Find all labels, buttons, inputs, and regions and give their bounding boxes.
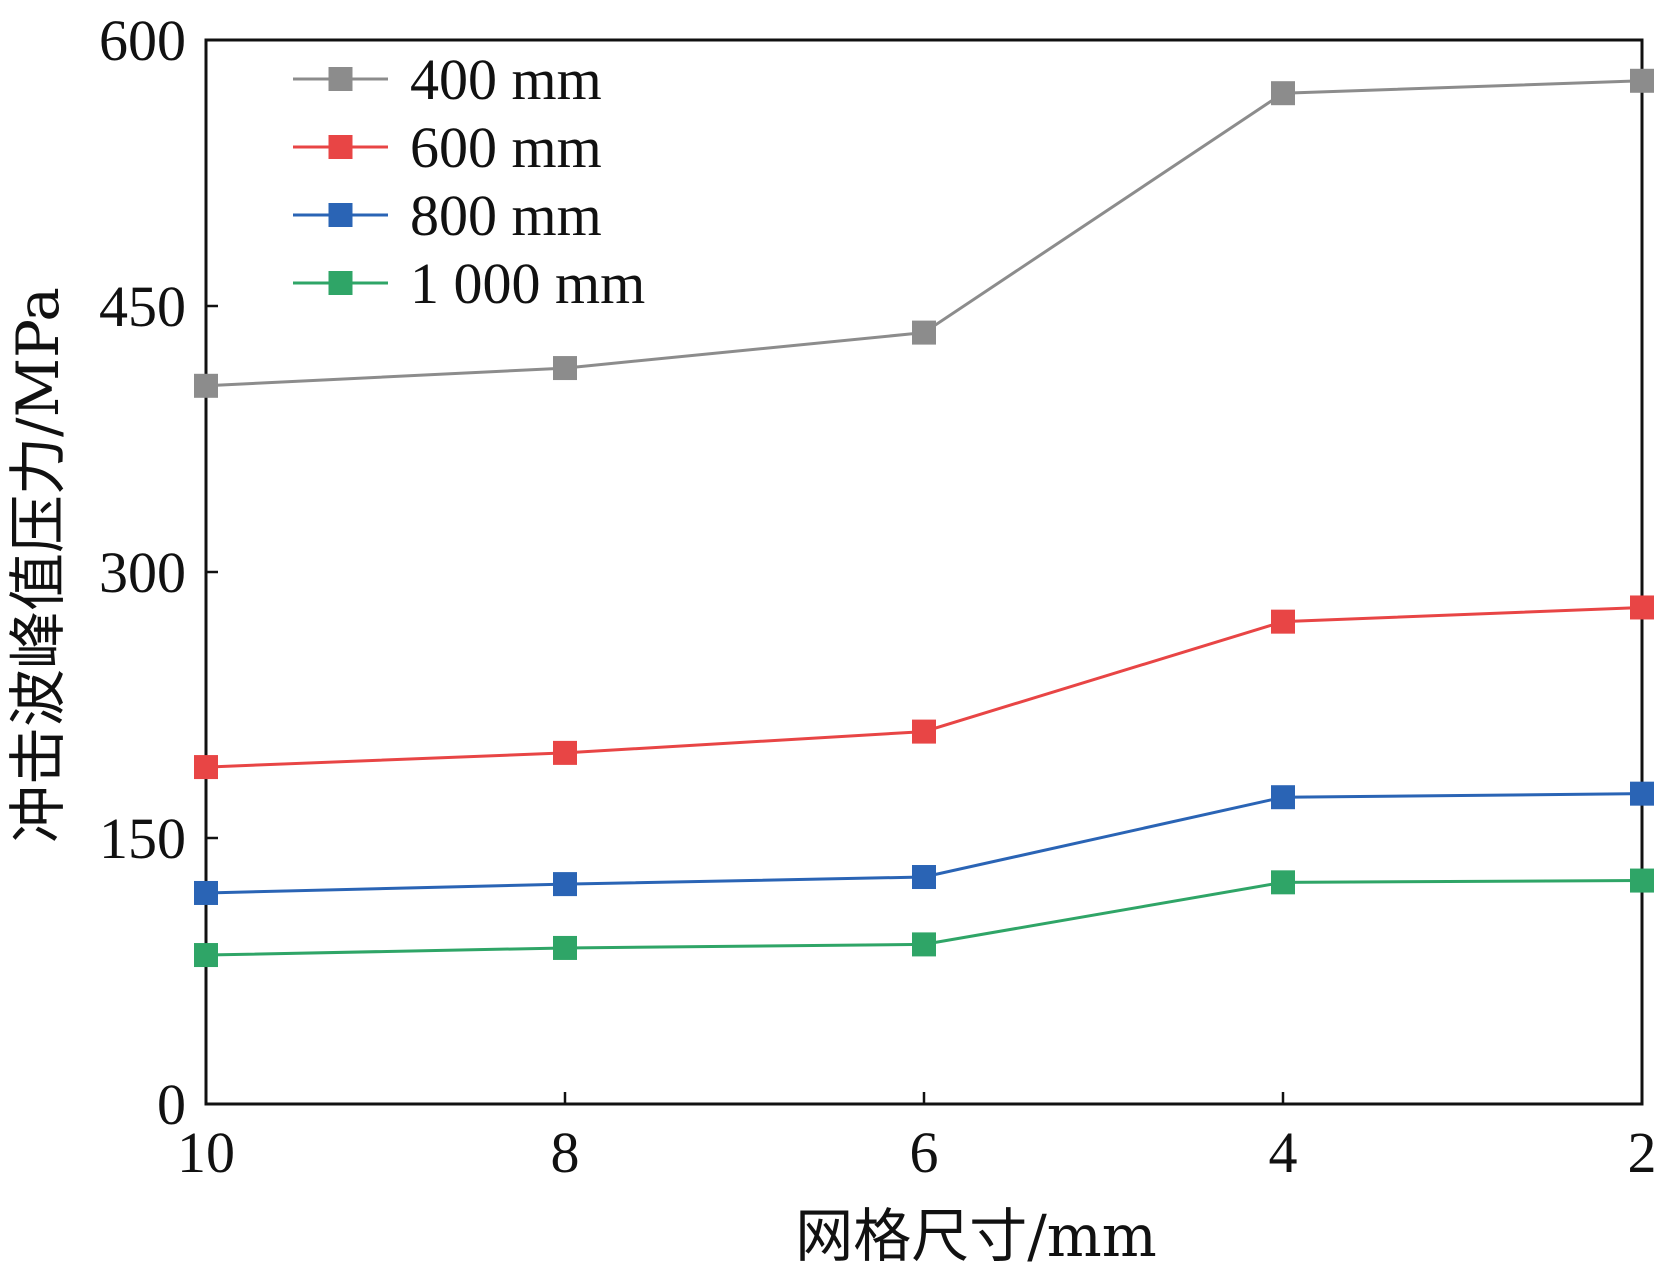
data-point-1-000-mm-2 [1630,868,1654,893]
data-point-1-000-mm-10 [194,943,218,968]
legend-label-600-mm: 600 mm [410,115,602,180]
y-axis-label: 冲击波峰值压力/MPa [4,287,72,843]
data-point-400-mm-6 [912,320,936,345]
data-point-600-mm-10 [194,755,218,780]
legend-label-800-mm: 800 mm [410,183,602,248]
x-tick-label-10: 10 [177,1120,235,1185]
legend-label-1-000-mm: 1 000 mm [410,251,645,316]
data-point-400-mm-2 [1630,68,1654,93]
y-tick-label-600: 600 [99,8,186,73]
y-tick-label-150: 150 [99,806,186,871]
x-tick-label-8: 8 [551,1120,580,1185]
data-point-800-mm-4 [1271,785,1295,810]
data-point-400-mm-4 [1271,81,1295,106]
data-point-600-mm-2 [1630,595,1654,620]
data-point-400-mm-10 [194,373,218,398]
x-axis-label: 网格尺寸/mm [795,1202,1157,1270]
legend-marker-600-mm [328,135,353,159]
legend-marker-800-mm [328,203,353,227]
legend-label-400-mm: 400 mm [410,47,602,112]
x-tick-label-6: 6 [910,1120,939,1185]
data-point-600-mm-4 [1271,609,1295,634]
data-point-800-mm-10 [194,880,218,905]
data-point-800-mm-2 [1630,781,1654,806]
x-tick-label-4: 4 [1269,1120,1298,1185]
legend-marker-1-000-mm [328,271,353,295]
y-tick-label-300: 300 [99,540,186,605]
data-point-800-mm-6 [912,865,936,890]
y-tick-label-0: 0 [157,1072,186,1137]
ticks-layer: 10 8 6 4 2 0 150 300 450 600 [99,8,1657,1185]
data-point-600-mm-6 [912,719,936,744]
x-tick-label-2: 2 [1628,1120,1657,1185]
data-point-1-000-mm-8 [553,935,577,960]
data-point-1-000-mm-6 [912,932,936,957]
data-point-400-mm-8 [553,356,577,381]
data-point-600-mm-8 [553,740,577,765]
y-tick-label-450: 450 [99,274,186,339]
legend-marker-400-mm [328,67,353,91]
series-layer [194,68,1654,968]
data-point-800-mm-8 [553,872,577,897]
data-point-1-000-mm-4 [1271,870,1295,895]
